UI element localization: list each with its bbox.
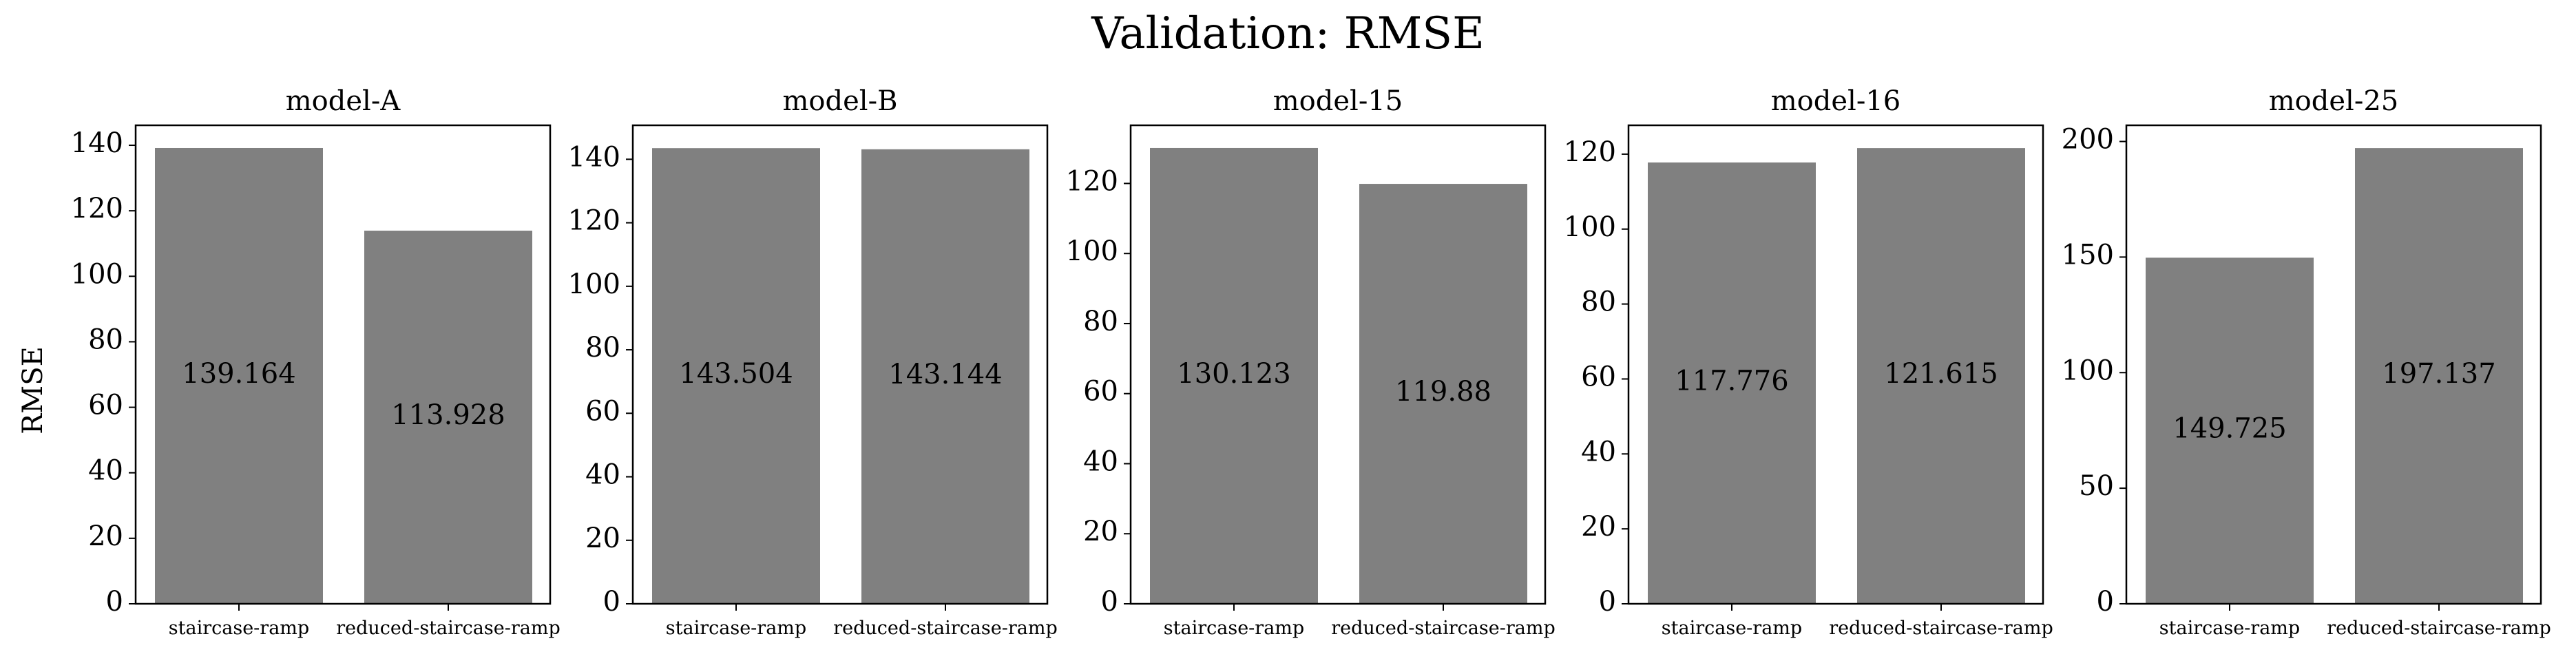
y-tick-label: 20 <box>1581 511 1616 543</box>
panel-title: model-A <box>286 85 401 117</box>
plot-frame <box>1627 124 2044 605</box>
y-tick-label: 40 <box>88 455 123 487</box>
y-tick-label: 150 <box>2062 239 2114 271</box>
x-tick-label: staircase-ramp <box>666 618 806 639</box>
x-tick-label: reduced-staircase-ramp <box>1829 618 2053 639</box>
x-tick-label: staircase-ramp <box>1662 618 1802 639</box>
y-tick-label: 80 <box>585 332 620 364</box>
y-tick-label: 100 <box>1066 235 1118 267</box>
plot-frame <box>1129 124 1547 605</box>
y-tick-label: 120 <box>1066 165 1118 197</box>
y-tick-label: 40 <box>585 459 620 491</box>
y-tick-label: 80 <box>88 324 123 355</box>
panel-title: model-15 <box>1273 85 1403 117</box>
y-tick-label: 20 <box>1083 516 1118 547</box>
y-tick-label: 80 <box>1581 286 1616 318</box>
x-tick-label: staircase-ramp <box>1164 618 1304 639</box>
bar-value-label: 149.725 <box>2172 413 2286 445</box>
y-tick-label: 140 <box>568 141 620 173</box>
y-tick-label: 100 <box>2062 355 2114 386</box>
y-tick-label: 0 <box>2097 586 2114 618</box>
bar-4-2 <box>1857 148 2025 604</box>
panel-title: model-B <box>783 85 898 117</box>
bar-1-1 <box>155 147 323 604</box>
y-tick-label: 140 <box>71 127 123 159</box>
y-tick-label: 200 <box>2062 124 2114 156</box>
bar-2-2 <box>861 149 1029 604</box>
x-tick-label: reduced-staircase-ramp <box>336 618 560 639</box>
y-tick-label: 120 <box>1564 136 1616 168</box>
bar-4-1 <box>1648 162 1816 604</box>
bar-value-label: 121.615 <box>1884 358 1998 390</box>
y-tick-label: 60 <box>1083 376 1118 408</box>
bar-value-label: 143.144 <box>888 359 1002 390</box>
y-tick-label: 50 <box>2079 470 2114 502</box>
x-tick-label: reduced-staircase-ramp <box>1331 618 1555 639</box>
x-tick-label: staircase-ramp <box>2159 618 2300 639</box>
y-tick-label: 80 <box>1083 306 1118 337</box>
bar-3-1 <box>1150 147 1318 604</box>
bar-value-label: 113.928 <box>391 399 505 431</box>
bar-2-1 <box>652 148 820 604</box>
bar-value-label: 130.123 <box>1177 358 1290 390</box>
x-tick-label: staircase-ramp <box>169 618 309 639</box>
bar-1-2 <box>364 231 532 604</box>
panel-title: model-25 <box>2269 85 2399 117</box>
bar-value-label: 139.164 <box>182 358 295 390</box>
y-tick-label: 100 <box>71 258 123 290</box>
y-tick-label: 40 <box>1581 436 1616 467</box>
bar-3-2 <box>1359 184 1527 604</box>
x-tick-label: reduced-staircase-ramp <box>833 618 1057 639</box>
panel-title: model-16 <box>1771 85 1901 117</box>
y-tick-label: 120 <box>71 193 123 224</box>
plot-frame <box>134 124 552 605</box>
plot-frame <box>2125 124 2542 605</box>
figure-title: Validation: RMSE <box>1091 8 1485 59</box>
y-tick-label: 0 <box>603 586 620 618</box>
bar-5-1 <box>2146 257 2314 604</box>
y-tick-label: 0 <box>1101 586 1118 618</box>
y-tick-label: 40 <box>1083 445 1118 477</box>
bar-value-label: 143.504 <box>679 358 793 390</box>
y-tick-label: 0 <box>1599 586 1616 618</box>
bar-value-label: 119.88 <box>1395 376 1491 408</box>
y-tick-label: 60 <box>88 390 123 421</box>
bar-value-label: 117.776 <box>1675 366 1788 397</box>
bar-5-2 <box>2355 148 2523 604</box>
plot-frame <box>631 124 1049 605</box>
x-tick-label: reduced-staircase-ramp <box>2327 618 2551 639</box>
y-tick-label: 100 <box>1564 211 1616 243</box>
y-tick-label: 120 <box>568 205 620 237</box>
y-tick-label: 0 <box>106 586 123 618</box>
y-tick-label: 60 <box>1581 361 1616 392</box>
bar-value-label: 197.137 <box>2382 358 2495 390</box>
y-tick-label: 20 <box>88 520 123 552</box>
y-tick-label: 60 <box>585 395 620 427</box>
y-tick-label: 100 <box>568 269 620 300</box>
y-tick-label: 20 <box>585 523 620 554</box>
